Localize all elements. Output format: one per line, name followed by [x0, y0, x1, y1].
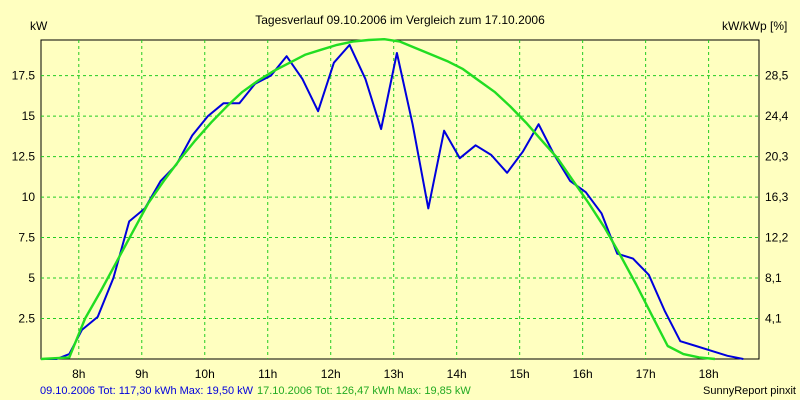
y-axis-label-left: kW	[30, 19, 48, 33]
y-tick-label-right: 24,4	[765, 109, 789, 123]
legend-series-2: 17.10.2006 Tot: 126,47 kWh Max: 19,85 kW	[257, 385, 471, 397]
y-tick-label-right: 8,1	[765, 271, 782, 285]
y-axis-label-right: kW/kWp [%]	[722, 19, 787, 33]
x-tick-label: 9h	[135, 367, 148, 381]
y-tick-label-left: 5	[28, 271, 35, 285]
y-tick-label-right: 12,2	[765, 231, 789, 245]
grid	[41, 40, 759, 359]
y-tick-label-right: 4,1	[765, 312, 782, 326]
y-tick-label-left: 2.5	[18, 312, 35, 326]
y-tick-label-right: 20,3	[765, 150, 789, 164]
y-tick-label-left: 7.5	[18, 231, 35, 245]
y-tick-label-right: 28,5	[765, 69, 789, 83]
series-lines	[40, 38, 744, 361]
y-tick-label-left: 17.5	[12, 69, 36, 83]
x-tick-label: 17h	[636, 367, 656, 381]
x-axis-ticks: 8h 9h 10h 11h 12h 13h 14h 15h 16h 17h 18h	[72, 367, 719, 381]
series-line-2	[40, 38, 716, 361]
x-tick-label: 12h	[321, 367, 341, 381]
y-axis-ticks-right: 4,1 8,1 12,2 16,3 20,3 24,4 28,5	[765, 69, 789, 326]
y-tick-label-left: 15	[22, 109, 36, 123]
y-axis-ticks-left: 2.5 5 7.5 10 12.5 15 17.5	[12, 69, 36, 326]
x-tick-label: 13h	[384, 367, 404, 381]
y-tick-label-left: 12.5	[12, 150, 36, 164]
x-tick-label: 18h	[699, 367, 719, 381]
x-tick-label: 8h	[72, 367, 85, 381]
y-tick-label-right: 16,3	[765, 190, 789, 204]
chart-title: Tagesverlauf 09.10.2006 im Vergleich zum…	[255, 13, 545, 27]
x-tick-label: 15h	[510, 367, 530, 381]
x-tick-label: 16h	[573, 367, 593, 381]
y-tick-label-left: 10	[22, 190, 36, 204]
x-tick-label: 14h	[447, 367, 467, 381]
footer-legend: 09.10.2006 Tot: 117,30 kWh Max: 19,50 kW…	[40, 385, 471, 397]
plot-area	[40, 39, 760, 360]
legend-series-1: 09.10.2006 Tot: 117,30 kWh Max: 19,50 kW	[40, 385, 254, 397]
brand-text: SunnyReport pinxit	[703, 385, 796, 397]
x-tick-label: 11h	[258, 367, 277, 381]
x-tick-label: 10h	[195, 367, 215, 381]
